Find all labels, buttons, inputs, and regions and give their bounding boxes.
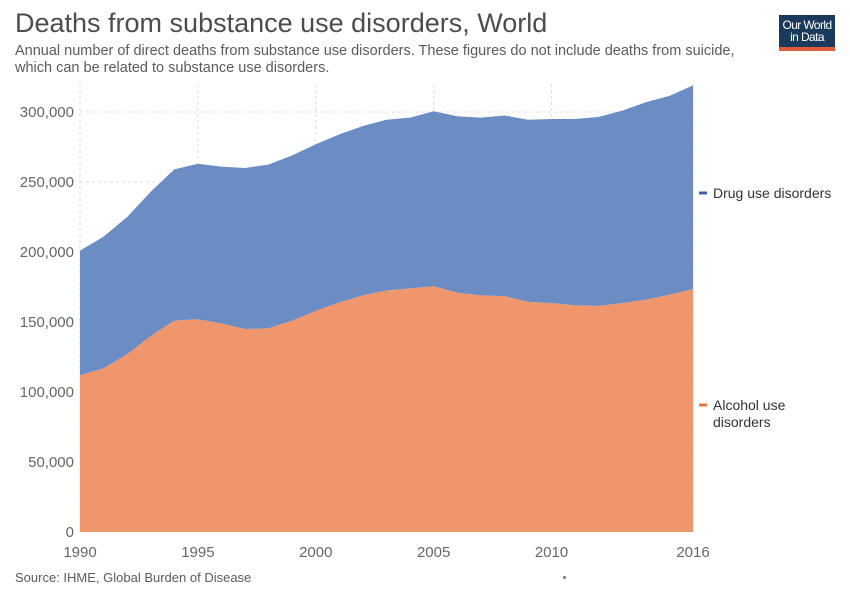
legend: Alcohol use disorders Drug use disorders [699,185,831,430]
area-layer [80,85,693,532]
y-tick-label: 250,000 [20,174,74,191]
y-tick-label: 150,000 [20,314,74,331]
axis-layer: 0 50,000 100,000 150,000 200,000 250,000 300,0… [20,104,710,561]
owid-logo[interactable]: Our World in Data [779,15,835,51]
y-tick-label: 0 [66,524,74,541]
x-tick-label: 1990 [63,544,96,561]
legend-label: Alcohol use disorders [713,397,786,430]
chart-title: Deaths from substance use disorders, Wor… [15,8,548,38]
y-tick-label: 300,000 [20,104,74,121]
alcohol-use-disorders-area [80,286,693,532]
x-tick-label: 2000 [299,544,332,561]
x-tick-label: 2010 [535,544,568,561]
x-tick-label: 1995 [181,544,214,561]
source-note[interactable]: Source: IHME, Global Burden of Disease [15,570,252,585]
y-tick-label: 200,000 [20,244,74,261]
logo-accent-bar [779,47,835,51]
legend-label: Drug use disorders [713,185,831,201]
x-tick-label: 2016 [676,544,709,561]
dot-marker [563,576,566,579]
y-tick-label: 50,000 [28,454,74,471]
y-tick-label: 100,000 [20,384,74,401]
logo-text: Our World in Data [782,18,832,44]
drug-use-disorders-area [80,85,693,376]
chart-subtitle: Annual number of direct deaths from subs… [15,43,735,76]
x-tick-label: 2005 [417,544,450,561]
